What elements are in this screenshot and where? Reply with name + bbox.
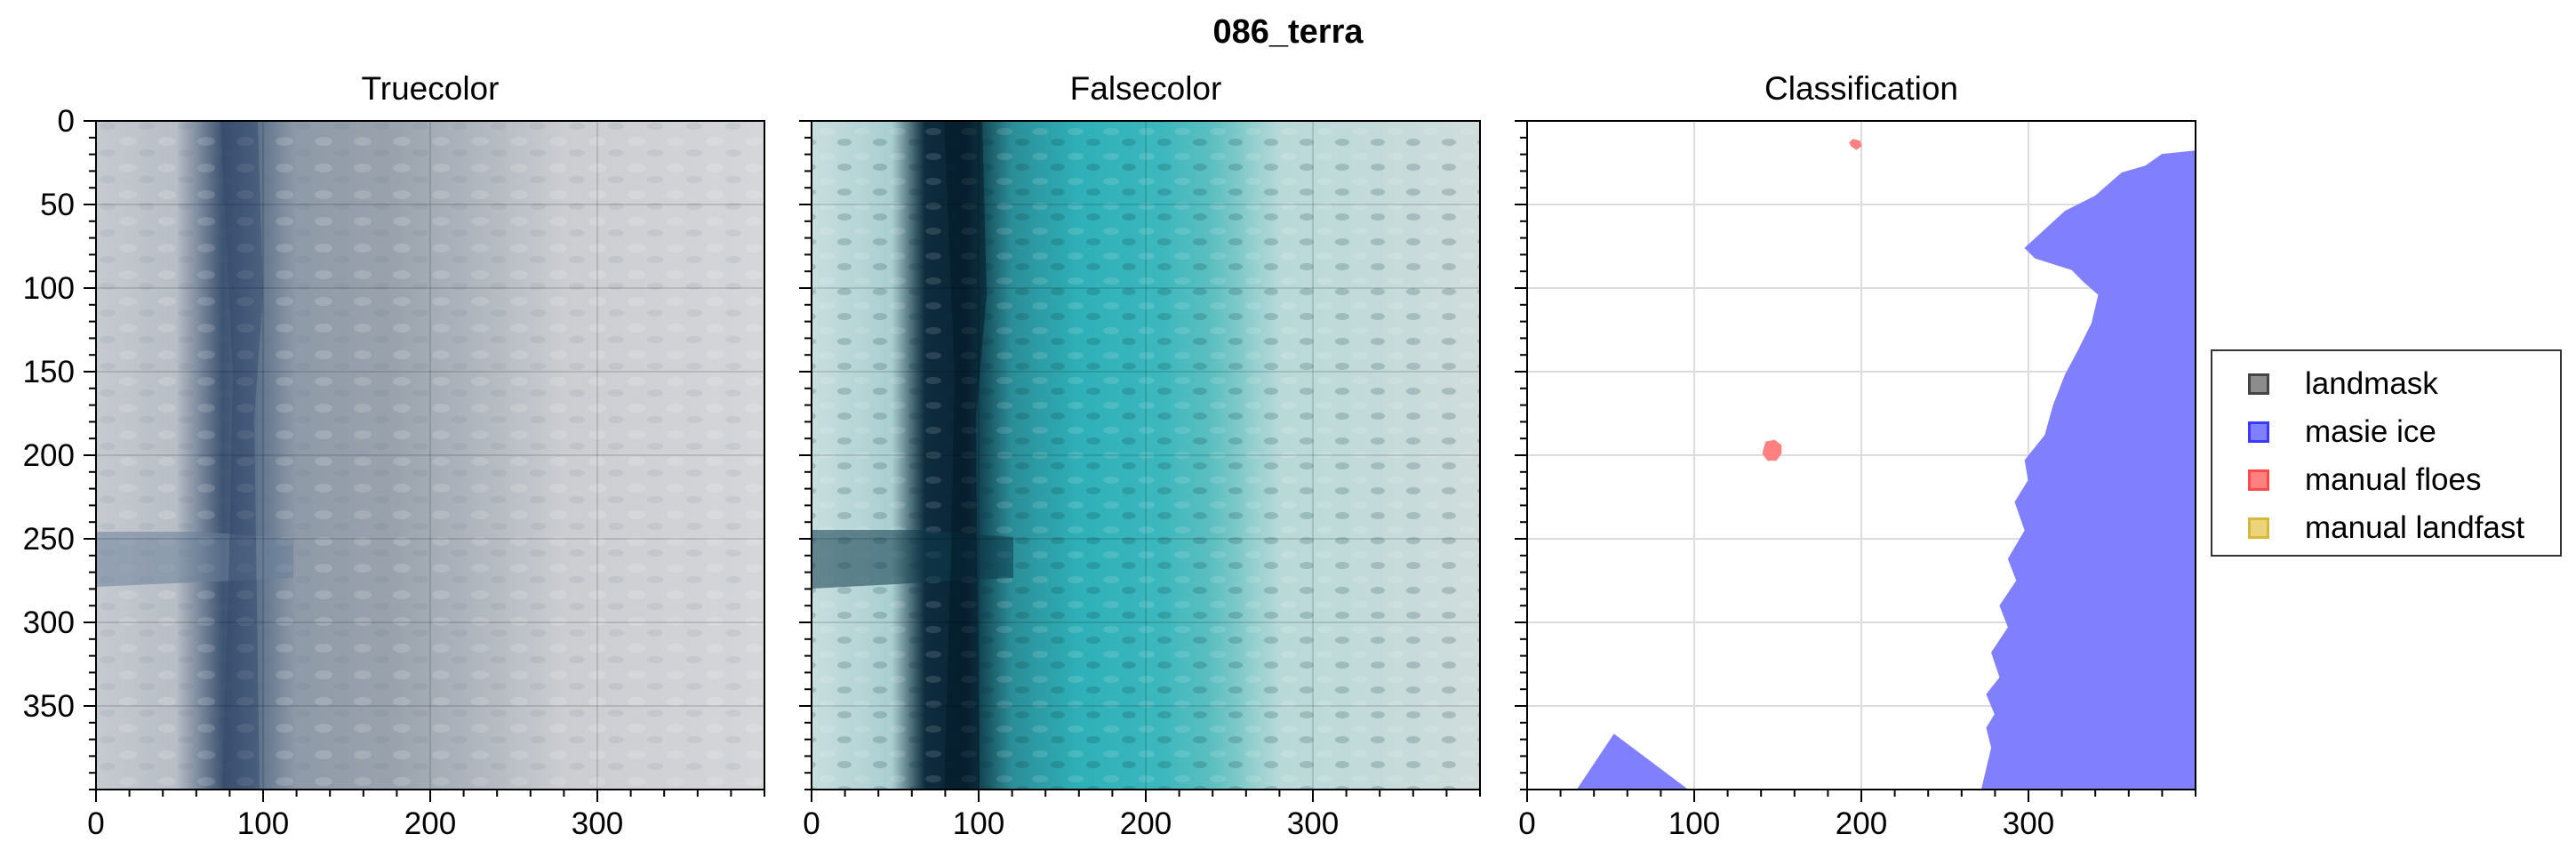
panel-title-falsecolor: Falsecolor [1069, 70, 1222, 107]
legend-swatch-manual-floes [2248, 469, 2269, 491]
manual-floes-region [1762, 439, 1782, 461]
classification-x-tick-label: 200 [1836, 806, 1887, 841]
legend-item-masie-ice: masie ice [2248, 414, 2436, 450]
manual-floes-region [1849, 139, 1862, 150]
legend-label-manual-landfast: manual landfast [2305, 510, 2525, 545]
truecolor-y-tick-label: 100 [23, 271, 75, 306]
legend-item-manual-landfast: manual landfast [2248, 510, 2524, 546]
classification-x-tick-label: 0 [1518, 806, 1535, 841]
masie-ice-region [1980, 150, 2196, 790]
truecolor-x-tick-label: 0 [87, 806, 104, 841]
classification-x-tick-label: 100 [1668, 806, 1720, 841]
legend: landmask masie ice manual floes manual l… [2211, 349, 2562, 557]
truecolor-x-tick-label: 200 [404, 806, 456, 841]
masie-ice-region [1576, 734, 1689, 790]
truecolor-y-tick-label: 0 [58, 104, 75, 139]
legend-swatch-masie-ice [2248, 421, 2269, 443]
truecolor-y-tick-label: 350 [23, 689, 75, 724]
falsecolor-image [812, 121, 1480, 790]
truecolor-x-tick-label: 100 [237, 806, 289, 841]
falsecolor-x-tick-label: 200 [1120, 806, 1172, 841]
truecolor-y-tick-label: 250 [23, 522, 75, 557]
falsecolor-x-tick-label: 300 [1287, 806, 1339, 841]
legend-item-landmask: landmask [2248, 366, 2438, 402]
falsecolor-x-tick-label: 100 [953, 806, 1004, 841]
legend-label-manual-floes: manual floes [2305, 462, 2482, 497]
falsecolor-x-tick-label: 0 [803, 806, 820, 841]
truecolor-y-tick-label: 300 [23, 605, 75, 640]
classification-x-tick-label: 300 [2003, 806, 2054, 841]
figure-suptitle: 086_terra [1212, 13, 1364, 51]
panel-title-truecolor: Truecolor [361, 70, 500, 107]
truecolor-y-tick-label: 50 [40, 188, 75, 222]
truecolor-x-tick-label: 300 [572, 806, 623, 841]
truecolor-y-tick-label: 200 [23, 438, 75, 473]
legend-item-manual-floes: manual floes [2248, 462, 2481, 498]
legend-swatch-manual-landfast [2248, 517, 2269, 539]
legend-swatch-landmask [2248, 373, 2269, 395]
truecolor-image [96, 121, 764, 790]
truecolor-y-tick-label: 150 [23, 355, 75, 389]
legend-label-landmask: landmask [2305, 366, 2438, 401]
legend-label-masie-ice: masie ice [2305, 414, 2436, 449]
panel-title-classification: Classification [1764, 70, 1958, 107]
